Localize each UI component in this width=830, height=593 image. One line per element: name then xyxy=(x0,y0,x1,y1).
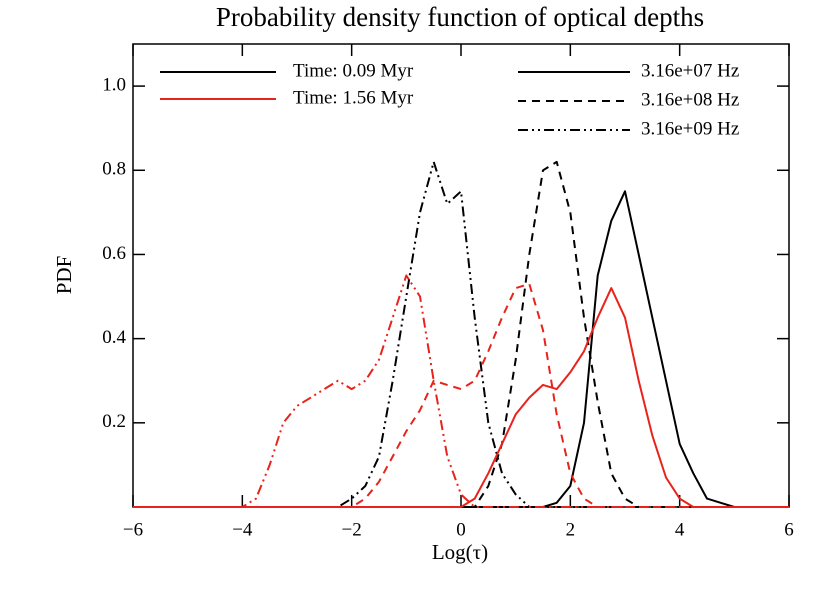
y-tick-label: 1.0 xyxy=(102,74,126,95)
x-tick-label: 0 xyxy=(456,519,466,540)
legend-label: 3.16e+09 Hz xyxy=(641,118,739,139)
y-tick-label: 0.6 xyxy=(102,243,126,264)
legend-label: 3.16e+08 Hz xyxy=(641,89,739,110)
series-line xyxy=(133,160,789,508)
x-axis-title: Log(τ) xyxy=(432,540,488,564)
series-line xyxy=(133,282,789,508)
series-line xyxy=(133,274,789,508)
series-line xyxy=(133,190,789,508)
x-tick-label: −4 xyxy=(232,519,253,540)
x-tick-label: 2 xyxy=(566,519,576,540)
series-line xyxy=(133,287,789,508)
legend-label: 3.16e+07 Hz xyxy=(641,60,739,81)
y-tick-label: 0.4 xyxy=(102,327,126,348)
legend-label: Time: 0.09 Myr xyxy=(293,60,414,81)
y-axis-title: PDF xyxy=(52,256,76,295)
x-tick-label: 4 xyxy=(675,519,685,540)
y-tick-label: 0.8 xyxy=(102,159,126,180)
plot-frame xyxy=(132,43,790,508)
chart-title: Probability density function of optical … xyxy=(216,2,704,32)
x-tick-label: −6 xyxy=(123,519,143,540)
y-tick-label: 0.2 xyxy=(102,411,126,432)
x-tick-label: −2 xyxy=(342,519,362,540)
series-line xyxy=(133,160,789,508)
legend-label: Time: 1.56 Myr xyxy=(293,87,414,108)
x-tick-label: 6 xyxy=(784,519,794,540)
